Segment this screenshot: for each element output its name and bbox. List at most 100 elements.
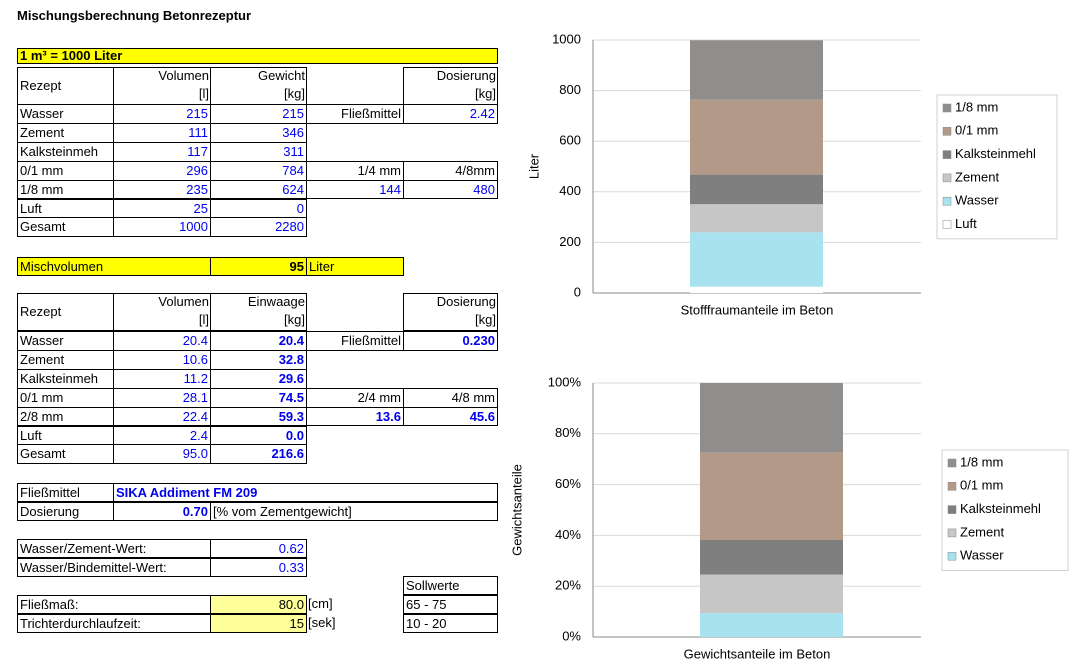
legend-swatch — [942, 173, 952, 183]
legend-label: 1/8 mm — [955, 99, 998, 114]
table-cell: 2280 — [210, 217, 307, 238]
legend-label: 0/1 mm — [955, 123, 998, 138]
table-cell: SIKA Addiment FM 209 — [113, 483, 498, 502]
caption: 1 m³ = 1000 Liter — [17, 48, 498, 64]
table-cell: 0.230 — [403, 331, 498, 351]
legend-swatch — [947, 505, 957, 514]
header-text: Dosierung — [436, 68, 496, 83]
table-cell: 1/8 mm — [17, 179, 114, 200]
table-cell: 144 — [306, 179, 404, 200]
legend-box — [941, 449, 1069, 571]
bar-segment — [700, 574, 843, 614]
table-cell: Zement — [17, 349, 114, 370]
legend-swatch — [942, 220, 952, 229]
table-cell: 1000 — [113, 217, 211, 238]
bar-segment — [700, 452, 843, 540]
legend-swatch — [942, 103, 952, 113]
table-cell: Fließmittel — [306, 331, 404, 351]
header-unit: [kg] — [284, 312, 305, 327]
header-text: Einwaage — [247, 294, 305, 309]
table-cell: 80.0 — [210, 595, 307, 614]
header-text: Dosierung — [436, 294, 496, 309]
table-cell: 2.4 — [113, 425, 211, 446]
table-cell: 13.6 — [306, 406, 404, 427]
table-cell: 215 — [210, 104, 307, 124]
table-cell: 0 — [210, 198, 307, 219]
legend-label: 1/8 mm — [960, 454, 1003, 469]
table-cell: 25 — [113, 198, 211, 219]
bar-segment — [690, 174, 823, 205]
bar-segment — [700, 539, 843, 575]
table-cell: 117 — [113, 141, 211, 162]
sheet-title: Mischungsberechnung Betonrezeptur — [17, 8, 252, 23]
legend-label: Wasser — [960, 548, 1004, 563]
legend-label: Zement — [960, 524, 1004, 539]
header-unit: [l] — [198, 312, 209, 327]
table-cell: 11.2 — [113, 368, 211, 389]
table-cell: 480 — [403, 179, 498, 200]
table-cell: 0.0 — [210, 425, 307, 446]
table-cell: Wasser — [17, 331, 114, 351]
table-cell: Wasser — [17, 104, 114, 124]
table-cell: 20.4 — [113, 331, 211, 351]
table-cell: 29.6 — [210, 368, 307, 389]
table-cell: Mischvolumen — [17, 257, 211, 276]
table-cell: Wasser/Zement-Wert: — [17, 539, 211, 558]
bar-segment — [690, 204, 823, 233]
table-cell: 0.62 — [210, 539, 307, 558]
table-cell: 4/8 mm — [403, 387, 498, 408]
y-tick-label: 400 — [559, 183, 581, 198]
legend-swatch — [947, 551, 957, 561]
legend-label: Wasser — [955, 193, 999, 208]
header-text: Volumen — [158, 68, 209, 83]
table-cell: 0/1 mm — [17, 160, 114, 181]
y-tick-label: 20% — [555, 578, 581, 593]
header-cell: Rezept — [17, 67, 114, 105]
y-tick-label: 60% — [555, 476, 581, 491]
header-cell: Rezept — [17, 293, 114, 331]
table-cell: 0/1 mm — [17, 387, 114, 408]
y-tick-label: 600 — [559, 133, 581, 148]
bar-segment — [690, 232, 823, 287]
table-cell: Dosierung — [17, 502, 114, 521]
table-cell: [cm] — [308, 596, 333, 611]
legend-label: Luft — [955, 216, 977, 231]
x-tick-label: Gewichtsanteile im Beton — [684, 646, 831, 661]
legend-label: Kalksteinmehl — [955, 146, 1036, 161]
y-tick-label: 40% — [555, 527, 581, 542]
table-cell: 95.0 — [113, 444, 211, 465]
table-cell: 10.6 — [113, 349, 211, 370]
table-cell: 4/8mm — [403, 160, 498, 181]
table-cell: 215 — [113, 104, 211, 124]
table-cell: Liter — [306, 257, 404, 276]
legend-label: Zement — [955, 169, 999, 184]
table-cell: 0.33 — [210, 557, 307, 577]
table-cell: Kalksteinmeh — [17, 368, 114, 389]
table-cell: Luft — [17, 198, 114, 219]
table-cell: 784 — [210, 160, 307, 181]
y-axis-label: Gewichtsanteile — [509, 464, 524, 556]
bar-segment — [690, 286, 823, 293]
table-cell: Gesamt — [17, 217, 114, 238]
table-cell: 32.8 — [210, 349, 307, 370]
table-cell: 111 — [113, 122, 211, 143]
y-tick-label: 0 — [574, 284, 581, 299]
header-text: Gewicht — [258, 68, 305, 83]
table-cell: 624 — [210, 179, 307, 200]
table-cell: Fließmaß: — [17, 595, 211, 614]
table-cell: 1/4 mm — [306, 160, 404, 181]
y-tick-label: 0% — [562, 628, 581, 643]
table-cell: Kalksteinmeh — [17, 141, 114, 162]
table-cell: 22.4 — [113, 406, 211, 427]
header-unit: [kg] — [284, 86, 305, 101]
header-unit: [l] — [198, 86, 209, 101]
table-cell: [% vom Zementgewicht] — [210, 502, 498, 521]
header-text: Volumen — [158, 294, 209, 309]
table-cell: 235 — [113, 179, 211, 200]
table-cell: Trichterdurchlaufzeit: — [17, 613, 211, 633]
table-cell: 74.5 — [210, 387, 307, 408]
bar-segment — [690, 99, 823, 175]
table-cell: 2/4 mm — [306, 387, 404, 408]
y-tick-label: 80% — [555, 425, 581, 440]
x-tick-label: Stofffraumanteile im Beton — [681, 302, 834, 317]
